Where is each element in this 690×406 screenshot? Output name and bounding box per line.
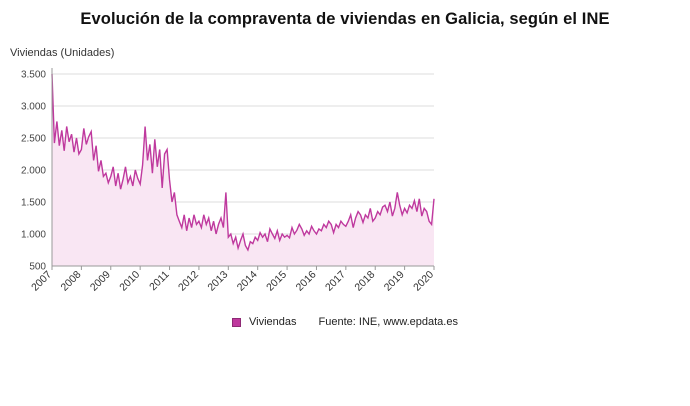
source-text: Fuente: INE, www.epdata.es — [318, 316, 458, 328]
x-tick-label: 2017 — [323, 269, 348, 294]
y-axis-unit-label: Viviendas (Unidades) — [10, 47, 115, 59]
x-tick-label: 2011 — [147, 269, 172, 294]
x-tick-label: 2010 — [117, 269, 142, 294]
x-tick-label: 2012 — [176, 269, 201, 294]
y-tick-label: 2.000 — [21, 166, 46, 177]
x-tick-label: 2015 — [264, 269, 289, 294]
y-tick-label: 2.500 — [21, 134, 46, 145]
area-fill — [52, 74, 434, 266]
legend-label: Viviendas — [249, 316, 297, 328]
x-tick-label: 2008 — [59, 269, 84, 294]
x-tick-label: 2016 — [294, 269, 319, 294]
legend-swatch-viviendas — [232, 317, 242, 327]
x-tick-label: 2020 — [411, 269, 436, 294]
data-line — [51, 73, 435, 252]
x-tick-label: 2018 — [352, 269, 377, 294]
y-tick-label: 500 — [29, 262, 46, 273]
x-tick-label: 2013 — [205, 269, 230, 294]
y-tick-label: 3.500 — [21, 70, 46, 81]
x-tick-label: 2014 — [235, 269, 260, 294]
y-tick-label: 1.500 — [21, 198, 46, 209]
y-tick-label: 1.000 — [21, 230, 46, 241]
x-tick-label: 2019 — [382, 269, 407, 294]
y-tick-label: 3.000 — [21, 102, 46, 113]
chart-title: Evolución de la compraventa de viviendas… — [80, 10, 610, 28]
x-tick-label: 2009 — [88, 269, 113, 294]
legend: Viviendas Fuente: INE, www.epdata.es — [0, 316, 690, 328]
